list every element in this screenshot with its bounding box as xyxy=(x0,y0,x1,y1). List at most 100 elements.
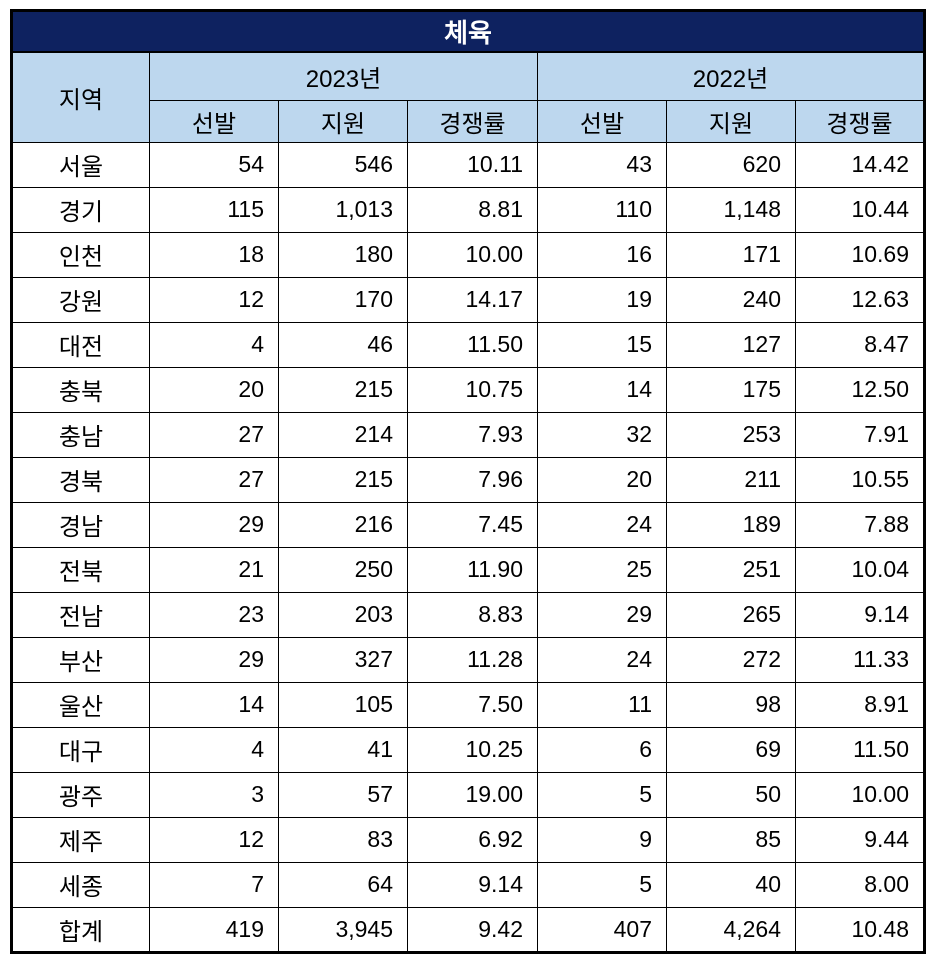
value-cell: 4 xyxy=(149,726,279,773)
value-cell: 10.44 xyxy=(794,186,926,233)
table-row: 부산 29 327 11.28 24 272 11.33 xyxy=(11,636,926,683)
table-row: 충남 27 214 7.93 32 253 7.91 xyxy=(11,411,926,458)
value-cell: 11.50 xyxy=(407,321,538,368)
value-cell: 11 xyxy=(537,681,667,728)
table-row: 대전 4 46 11.50 15 127 8.47 xyxy=(11,321,926,368)
value-cell: 272 xyxy=(666,636,796,683)
col-header-2022-applicants: 지원 xyxy=(666,99,796,143)
year-2023-header: 2023년 xyxy=(149,51,538,101)
value-cell: 240 xyxy=(666,276,796,323)
value-cell: 12.63 xyxy=(794,276,926,323)
value-cell: 216 xyxy=(278,501,408,548)
value-cell: 546 xyxy=(278,141,408,188)
value-cell: 211 xyxy=(666,456,796,503)
value-cell: 9.14 xyxy=(407,861,538,908)
value-cell: 9.14 xyxy=(794,591,926,638)
table-header: 체육 지역 2023년 2022년 선발 지원 경쟁률 선발 지원 경쟁률 xyxy=(10,10,926,143)
value-cell: 215 xyxy=(278,366,408,413)
value-cell: 24 xyxy=(537,501,667,548)
value-cell: 180 xyxy=(278,231,408,278)
value-cell: 10.11 xyxy=(407,141,538,188)
value-cell: 3,945 xyxy=(278,906,408,953)
value-cell: 27 xyxy=(149,411,279,458)
value-cell: 41 xyxy=(278,726,408,773)
value-cell: 110 xyxy=(537,186,667,233)
table-row: 경북 27 215 7.96 20 211 10.55 xyxy=(11,456,926,503)
value-cell: 3 xyxy=(149,771,279,818)
year-header-row: 지역 2023년 2022년 xyxy=(11,51,926,143)
value-cell: 4,264 xyxy=(666,906,796,953)
value-cell: 29 xyxy=(537,591,667,638)
col-header-2023-applicants: 지원 xyxy=(278,99,408,143)
value-cell: 57 xyxy=(278,771,408,818)
value-cell: 11.50 xyxy=(794,726,926,773)
col-header-2022-ratio: 경쟁률 xyxy=(794,99,926,143)
value-cell: 12 xyxy=(149,276,279,323)
value-cell: 4 xyxy=(149,321,279,368)
table-row: 제주 12 83 6.92 9 85 9.44 xyxy=(11,816,926,863)
value-cell: 15 xyxy=(537,321,667,368)
table-row: 인천 18 180 10.00 16 171 10.69 xyxy=(11,231,926,278)
value-cell: 69 xyxy=(666,726,796,773)
table-row: 경기 115 1,013 8.81 110 1,148 10.44 xyxy=(11,186,926,233)
value-cell: 1,013 xyxy=(278,186,408,233)
value-cell: 8.81 xyxy=(407,186,538,233)
value-cell: 12 xyxy=(149,816,279,863)
value-cell: 203 xyxy=(278,591,408,638)
value-cell: 327 xyxy=(278,636,408,683)
value-cell: 7.45 xyxy=(407,501,538,548)
table-row: 울산 14 105 7.50 11 98 8.91 xyxy=(11,681,926,728)
value-cell: 19 xyxy=(537,276,667,323)
value-cell: 14.42 xyxy=(794,141,926,188)
value-cell: 8.47 xyxy=(794,321,926,368)
value-cell: 10.75 xyxy=(407,366,538,413)
value-cell: 8.00 xyxy=(794,861,926,908)
region-cell: 대전 xyxy=(11,321,150,368)
col-header-2022-selected: 선발 xyxy=(537,99,667,143)
value-cell: 10.04 xyxy=(794,546,926,593)
value-cell: 23 xyxy=(149,591,279,638)
value-cell: 253 xyxy=(666,411,796,458)
value-cell: 7.96 xyxy=(407,456,538,503)
value-cell: 29 xyxy=(149,501,279,548)
table-row: 전북 21 250 11.90 25 251 10.04 xyxy=(11,546,926,593)
value-cell: 214 xyxy=(278,411,408,458)
value-cell: 14 xyxy=(149,681,279,728)
value-cell: 24 xyxy=(537,636,667,683)
value-cell: 40 xyxy=(666,861,796,908)
value-cell: 6.92 xyxy=(407,816,538,863)
value-cell: 6 xyxy=(537,726,667,773)
value-cell: 11.90 xyxy=(407,546,538,593)
value-cell: 7.50 xyxy=(407,681,538,728)
value-cell: 419 xyxy=(149,906,279,953)
value-cell: 21 xyxy=(149,546,279,593)
region-cell: 충남 xyxy=(11,411,150,458)
value-cell: 265 xyxy=(666,591,796,638)
value-cell: 9.42 xyxy=(407,906,538,953)
value-cell: 10.25 xyxy=(407,726,538,773)
value-cell: 14 xyxy=(537,366,667,413)
value-cell: 46 xyxy=(278,321,408,368)
value-cell: 5 xyxy=(537,771,667,818)
value-cell: 7.91 xyxy=(794,411,926,458)
col-header-2023-ratio: 경쟁률 xyxy=(407,99,538,143)
value-cell: 10.48 xyxy=(794,906,926,953)
value-cell: 25 xyxy=(537,546,667,593)
value-cell: 10.55 xyxy=(794,456,926,503)
region-cell: 강원 xyxy=(11,276,150,323)
value-cell: 14.17 xyxy=(407,276,538,323)
value-cell: 175 xyxy=(666,366,796,413)
table-row: 충북 20 215 10.75 14 175 12.50 xyxy=(11,366,926,413)
year-2022-header: 2022년 xyxy=(536,51,926,101)
table-row-total: 합계 419 3,945 9.42 407 4,264 10.48 xyxy=(11,906,926,953)
region-cell: 제주 xyxy=(11,816,150,863)
value-cell: 29 xyxy=(149,636,279,683)
value-cell: 1,148 xyxy=(666,186,796,233)
value-cell: 7.88 xyxy=(794,501,926,548)
region-cell: 경북 xyxy=(11,456,150,503)
table-row: 경남 29 216 7.45 24 189 7.88 xyxy=(11,501,926,548)
region-cell: 서울 xyxy=(11,141,150,188)
sports-admissions-table: 체육 지역 2023년 2022년 선발 지원 경쟁률 선발 지원 경쟁률 서울… xyxy=(10,9,927,954)
region-cell: 충북 xyxy=(11,366,150,413)
value-cell: 7.93 xyxy=(407,411,538,458)
